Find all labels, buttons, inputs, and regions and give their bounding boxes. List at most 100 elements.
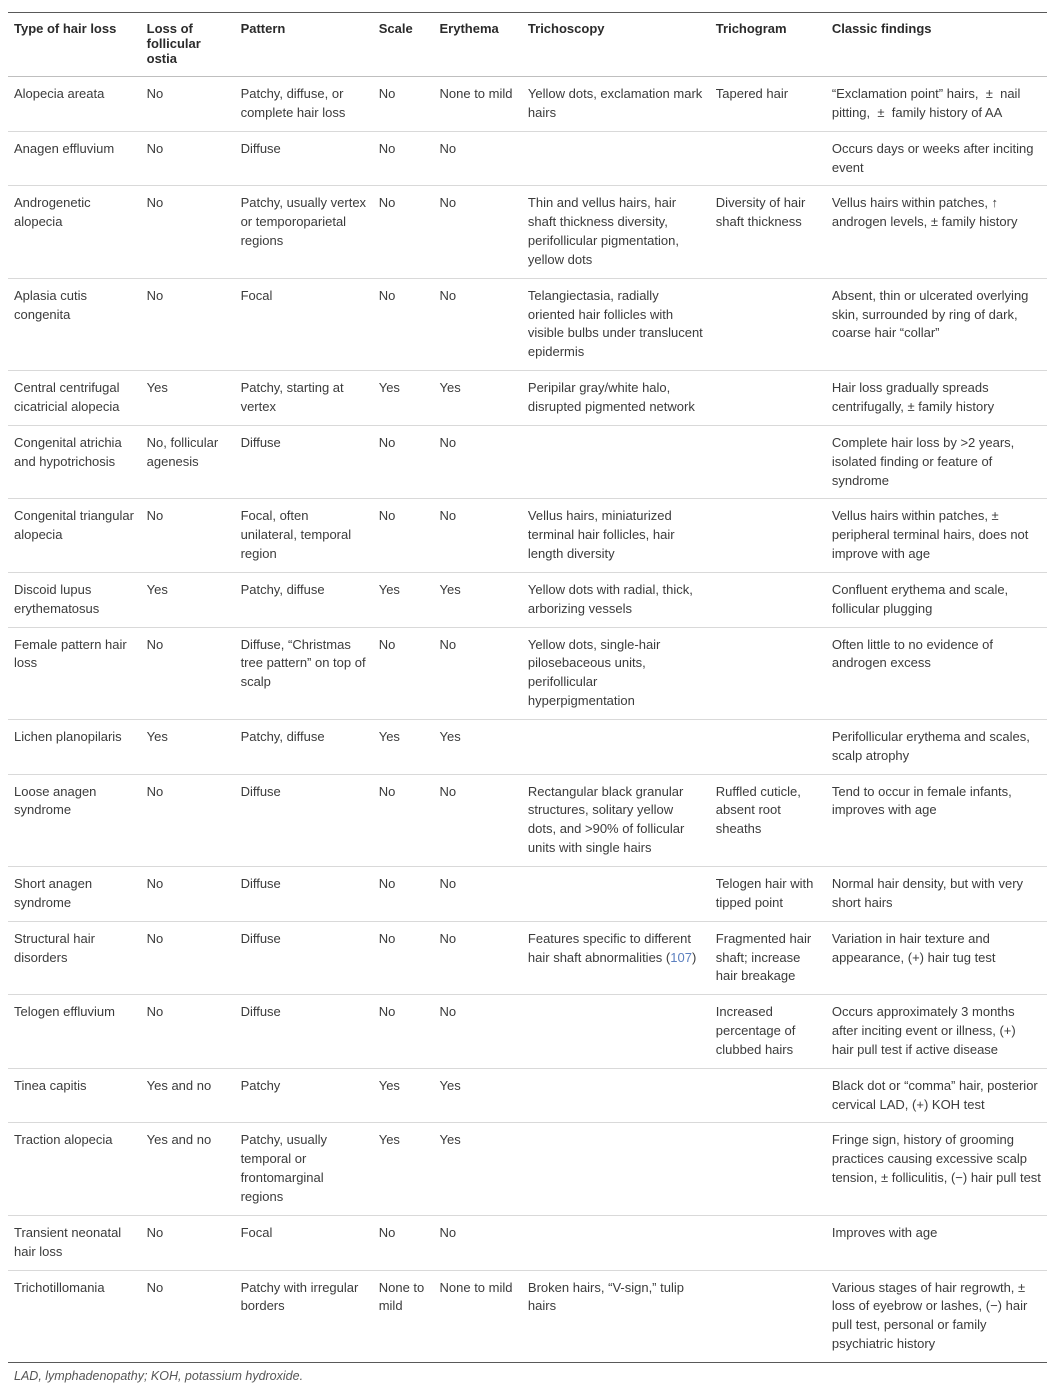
table-cell: No xyxy=(373,131,434,186)
table-cell: No xyxy=(141,1215,235,1270)
table-cell xyxy=(710,131,826,186)
table-cell: Occurs approximately 3 months after inci… xyxy=(826,995,1047,1069)
table-cell: No xyxy=(373,186,434,278)
table-cell: Focal, often unilateral, temporal region xyxy=(235,499,373,573)
table-cell: Tend to occur in female infants, improve… xyxy=(826,774,1047,866)
table-cell: Features specific to different hair shaf… xyxy=(522,921,710,995)
table-cell: Yellow dots, exclamation mark hairs xyxy=(522,77,710,132)
table-cell: Discoid lupus erythematosus xyxy=(8,572,141,627)
table-cell: Yes xyxy=(373,1123,434,1215)
col-header: Loss of follicular ostia xyxy=(141,13,235,77)
table-cell: Variation in hair texture and appearance… xyxy=(826,921,1047,995)
table-cell: Aplasia cutis congenita xyxy=(8,278,141,370)
hair-loss-table: Type of hair loss Loss of follicular ost… xyxy=(8,12,1047,1363)
table-cell: Diffuse, “Christmas tree pattern” on top… xyxy=(235,627,373,719)
table-cell: “Exclamation point” hairs, ± nail pittin… xyxy=(826,77,1047,132)
col-header: Trichogram xyxy=(710,13,826,77)
table-cell: No xyxy=(373,499,434,573)
table-cell: Vellus hairs, miniaturized terminal hair… xyxy=(522,499,710,573)
table-body: Alopecia areataNoPatchy, diffuse, or com… xyxy=(8,77,1047,1363)
table-row: Transient neonatal hair lossNoFocalNoNoI… xyxy=(8,1215,1047,1270)
table-row: Telogen effluviumNoDiffuseNoNoIncreased … xyxy=(8,995,1047,1069)
table-cell: No xyxy=(434,995,522,1069)
table-cell: Congenital triangular alopecia xyxy=(8,499,141,573)
reference-link[interactable]: 107 xyxy=(670,950,692,965)
table-row: TrichotillomaniaNoPatchy with irregular … xyxy=(8,1270,1047,1362)
table-row: Short anagen syndromeNoDiffuseNoNoTeloge… xyxy=(8,867,1047,922)
table-cell: No xyxy=(141,131,235,186)
col-header: Erythema xyxy=(434,13,522,77)
table-cell: Focal xyxy=(235,278,373,370)
table-cell: Fragmented hair shaft; increase hair bre… xyxy=(710,921,826,995)
table-cell: Lichen planopilaris xyxy=(8,719,141,774)
table-cell: Traction alopecia xyxy=(8,1123,141,1215)
table-cell: Often little to no evidence of androgen … xyxy=(826,627,1047,719)
table-header: Type of hair loss Loss of follicular ost… xyxy=(8,13,1047,77)
table-cell: Yellow dots with radial, thick, arborizi… xyxy=(522,572,710,627)
table-cell: Yes xyxy=(434,572,522,627)
table-cell xyxy=(522,719,710,774)
table-cell xyxy=(522,995,710,1069)
table-cell: Yes and no xyxy=(141,1068,235,1123)
table-cell xyxy=(710,627,826,719)
table-cell: No xyxy=(434,774,522,866)
table-cell: Vellus hairs within patches, ↑ androgen … xyxy=(826,186,1047,278)
table-cell: Patchy, diffuse, or complete hair loss xyxy=(235,77,373,132)
table-cell: No xyxy=(434,186,522,278)
table-cell: No xyxy=(434,921,522,995)
table-cell: Short anagen syndrome xyxy=(8,867,141,922)
table-cell: No xyxy=(434,627,522,719)
table-row: Anagen effluviumNoDiffuseNoNoOccurs days… xyxy=(8,131,1047,186)
table-cell: Loose anagen syndrome xyxy=(8,774,141,866)
table-row: Aplasia cutis congenitaNoFocalNoNoTelang… xyxy=(8,278,1047,370)
table-cell: Diffuse xyxy=(235,867,373,922)
table-cell: No xyxy=(373,278,434,370)
table-cell: No xyxy=(141,867,235,922)
table-cell: Fringe sign, history of grooming practic… xyxy=(826,1123,1047,1215)
table-cell: No xyxy=(434,278,522,370)
table-cell: Improves with age xyxy=(826,1215,1047,1270)
table-cell: Absent, thin or ulcerated overlying skin… xyxy=(826,278,1047,370)
table-cell: Black dot or “comma” hair, posterior cer… xyxy=(826,1068,1047,1123)
table-cell: Patchy, diffuse xyxy=(235,572,373,627)
table-row: Congenital triangular alopecia NoFocal, o… xyxy=(8,499,1047,573)
table-row: Congenital atrichia and hypotrichosisNo,… xyxy=(8,425,1047,499)
table-cell: Diffuse xyxy=(235,921,373,995)
table-cell: Complete hair loss by >2 years, isolated… xyxy=(826,425,1047,499)
col-header: Trichoscopy xyxy=(522,13,710,77)
table-row: Discoid lupus erythematosusYesPatchy, di… xyxy=(8,572,1047,627)
table-cell: Yes xyxy=(434,719,522,774)
table-cell: Androgenetic alopecia xyxy=(8,186,141,278)
table-cell: Increased percentage of clubbed hairs xyxy=(710,995,826,1069)
table-cell: Perifollicular erythema and scales, scal… xyxy=(826,719,1047,774)
table-cell: Hair loss gradually spreads centrifugall… xyxy=(826,371,1047,426)
table-cell: None to mild xyxy=(434,1270,522,1362)
table-cell: Alopecia areata xyxy=(8,77,141,132)
table-cell xyxy=(710,1068,826,1123)
table-cell: Diffuse xyxy=(235,131,373,186)
col-header: Pattern xyxy=(235,13,373,77)
table-cell: Yes xyxy=(434,1123,522,1215)
col-header: Scale xyxy=(373,13,434,77)
table-cell: No, follicular agenesis xyxy=(141,425,235,499)
table-cell: Central centrifugal cicatricial alopecia xyxy=(8,371,141,426)
table-cell: Focal xyxy=(235,1215,373,1270)
col-header: Type of hair loss xyxy=(8,13,141,77)
table-cell: Trichotillomania xyxy=(8,1270,141,1362)
table-cell: Yes xyxy=(373,371,434,426)
table-cell: No xyxy=(141,1270,235,1362)
table-cell: No xyxy=(373,627,434,719)
table-cell: Transient neonatal hair loss xyxy=(8,1215,141,1270)
table-row: Central centrifugal cicatricial alopecia… xyxy=(8,371,1047,426)
table-cell xyxy=(522,131,710,186)
table-cell: Telangiectasia, radially oriented hair f… xyxy=(522,278,710,370)
table-cell: Occurs days or weeks after inciting even… xyxy=(826,131,1047,186)
table-row: Androgenetic alopeciaNoPatchy, usually v… xyxy=(8,186,1047,278)
table-cell: No xyxy=(373,995,434,1069)
table-cell: Diffuse xyxy=(235,425,373,499)
table-cell: No xyxy=(141,921,235,995)
table-cell: Patchy, usually vertex or temporoparieta… xyxy=(235,186,373,278)
table-cell: Yes xyxy=(373,572,434,627)
table-cell: No xyxy=(373,921,434,995)
table-cell: No xyxy=(373,867,434,922)
